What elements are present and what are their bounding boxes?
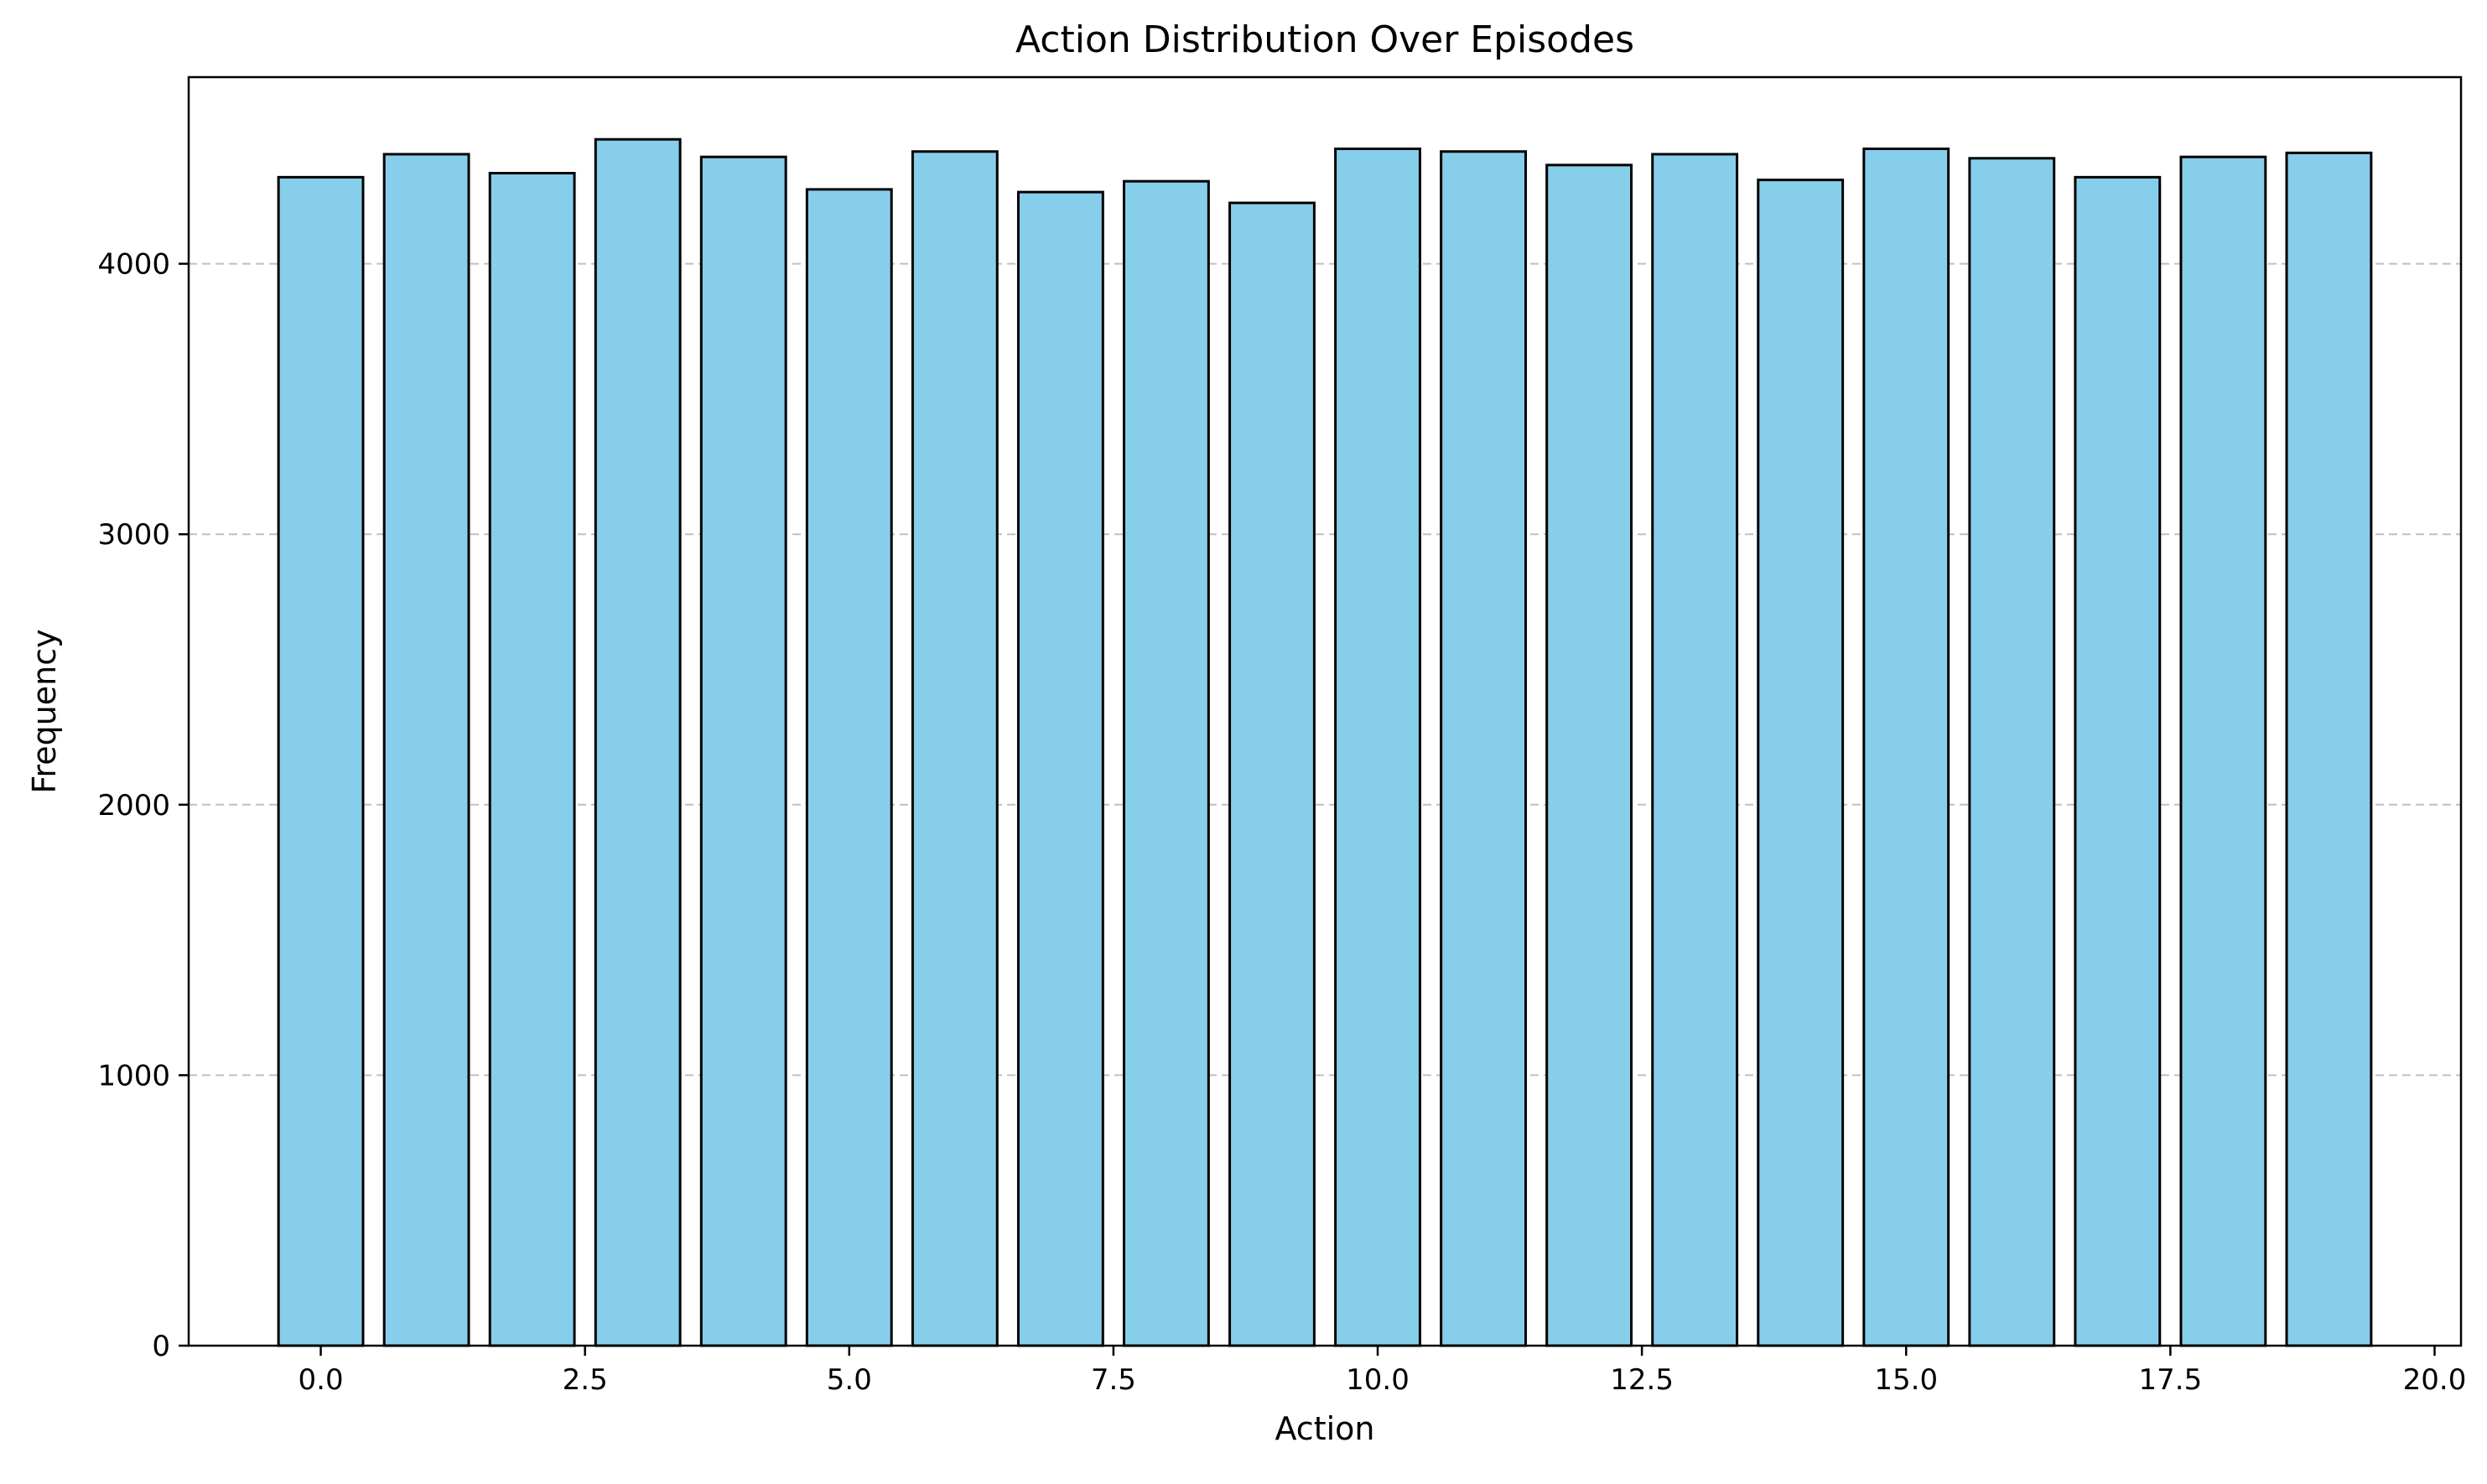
x-tick-label-0: 0.0 xyxy=(299,1363,344,1397)
x-tick-label-7: 17.5 xyxy=(2139,1363,2203,1397)
bar-15 xyxy=(1862,147,1950,1347)
bar-18 xyxy=(2179,155,2267,1347)
bars xyxy=(277,138,2373,1347)
bar-16 xyxy=(1968,157,2056,1347)
bar-2 xyxy=(488,172,576,1347)
x-axis-label: Action xyxy=(1275,1410,1374,1447)
y-tick-label-2: 2000 xyxy=(97,789,170,822)
x-tick-label-5: 12.5 xyxy=(1610,1363,1674,1397)
bar-4 xyxy=(699,155,787,1347)
y-tick-label-1: 1000 xyxy=(97,1059,170,1092)
y-tick-label-4: 4000 xyxy=(97,248,170,282)
bar-19 xyxy=(2285,151,2373,1347)
x-tick-label-6: 15.0 xyxy=(1874,1363,1938,1397)
x-axis-ticks: 0.0 2.5 5.0 7.5 10.0 12.5 15.0 17.5 20.0 xyxy=(299,1346,2467,1397)
x-tick-label-3: 7.5 xyxy=(1091,1363,1136,1397)
bar-11 xyxy=(1440,150,1527,1347)
x-tick-label-4: 10.0 xyxy=(1346,1363,1410,1397)
x-tick-label-1: 2.5 xyxy=(563,1363,608,1397)
bar-9 xyxy=(1228,201,1316,1347)
bar-14 xyxy=(1757,179,1845,1347)
x-tick-label-2: 5.0 xyxy=(827,1363,872,1397)
x-tick-label-8: 20.0 xyxy=(2403,1363,2467,1397)
bar-3 xyxy=(594,138,682,1347)
bar-17 xyxy=(2074,175,2162,1347)
plot-frame xyxy=(187,75,2463,1347)
bar-8 xyxy=(1123,179,1210,1347)
bar-7 xyxy=(1016,190,1104,1347)
y-axis-label: Frequency xyxy=(26,629,63,793)
bar-12 xyxy=(1545,163,1633,1347)
chart-title: Action Distribution Over Episodes xyxy=(1015,18,1634,61)
y-tick-label-3: 3000 xyxy=(97,518,170,552)
bar-10 xyxy=(1334,147,1421,1347)
y-tick-label-0: 0 xyxy=(152,1330,170,1363)
bar-6 xyxy=(911,150,999,1347)
y-axis-ticks: 0 1000 2000 3000 4000 xyxy=(97,248,189,1363)
bar-1 xyxy=(382,153,470,1347)
bar-5 xyxy=(805,188,893,1347)
bar-13 xyxy=(1651,153,1739,1347)
bar-0 xyxy=(277,175,365,1347)
